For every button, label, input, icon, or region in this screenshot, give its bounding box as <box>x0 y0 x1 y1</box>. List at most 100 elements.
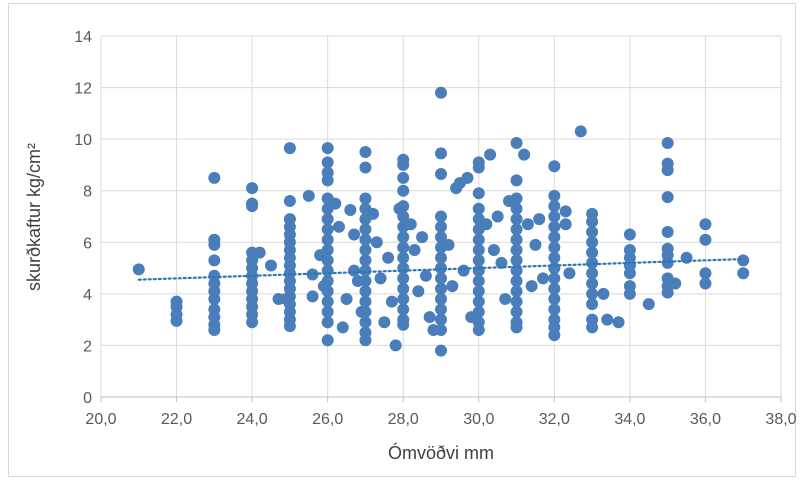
data-point <box>510 254 523 267</box>
data-point <box>529 238 542 251</box>
data-point <box>306 290 319 303</box>
data-point <box>283 195 296 208</box>
data-point <box>321 305 334 318</box>
x-tick-label: 20,0 <box>85 411 116 428</box>
data-point <box>359 254 372 267</box>
data-point <box>586 215 599 228</box>
data-point <box>370 236 383 249</box>
data-point <box>416 231 429 244</box>
data-point <box>491 210 504 223</box>
data-point <box>472 305 485 318</box>
x-tick-label: 24,0 <box>237 411 268 428</box>
data-point <box>559 218 572 231</box>
data-point <box>419 269 432 282</box>
data-point <box>412 285 425 298</box>
data-point <box>472 254 485 267</box>
data-point <box>397 303 410 316</box>
data-point <box>359 244 372 257</box>
data-point <box>510 137 523 150</box>
data-point <box>559 205 572 218</box>
data-point <box>435 231 447 244</box>
data-point <box>397 282 410 295</box>
data-point <box>435 251 447 264</box>
data-point <box>548 262 561 275</box>
data-point <box>548 220 561 233</box>
axes <box>100 396 782 402</box>
data-point <box>510 192 523 205</box>
data-point <box>246 316 259 329</box>
data-point <box>321 142 334 155</box>
data-point <box>548 241 561 254</box>
data-point <box>442 238 455 251</box>
data-point <box>510 244 523 257</box>
data-point <box>548 210 561 223</box>
data-point <box>548 200 561 213</box>
data-point <box>586 225 599 238</box>
data-point <box>586 267 599 280</box>
data-point <box>389 339 402 352</box>
data-point <box>586 256 599 269</box>
data-point <box>397 171 410 184</box>
data-point <box>510 321 523 334</box>
data-point <box>397 184 410 197</box>
data-point <box>661 256 674 269</box>
x-axis-title: Ómvöðvi mm <box>388 442 494 463</box>
data-point <box>321 274 334 287</box>
data-point <box>525 280 538 293</box>
trendline-layer <box>137 257 745 281</box>
data-point <box>246 200 259 213</box>
data-point <box>533 213 546 226</box>
data-point <box>423 311 436 324</box>
data-point <box>359 285 372 298</box>
data-point <box>472 161 485 174</box>
x-tick-label: 22,0 <box>161 411 192 428</box>
data-point <box>435 147 447 160</box>
data-point <box>435 293 447 306</box>
data-point <box>435 86 447 99</box>
data-point <box>623 287 636 300</box>
data-point <box>333 220 345 233</box>
data-point <box>359 146 372 159</box>
x-tick-label: 34,0 <box>614 411 645 428</box>
x-tick-label: 26,0 <box>312 411 343 428</box>
data-point <box>623 267 636 280</box>
data-point <box>367 207 379 220</box>
data-point <box>461 171 474 184</box>
data-point <box>642 298 655 311</box>
data-point <box>510 223 523 236</box>
data-point <box>446 280 459 293</box>
data-point <box>435 220 447 233</box>
y-tick-label: 6 <box>83 235 92 252</box>
x-tick-label: 38,0 <box>765 411 796 428</box>
data-point <box>661 225 674 238</box>
data-point <box>586 321 599 334</box>
data-point <box>208 171 221 184</box>
data-point <box>321 285 334 298</box>
data-point <box>623 228 636 241</box>
data-point <box>435 282 447 295</box>
data-point <box>597 287 610 300</box>
data-point <box>397 293 410 306</box>
data-point <box>435 303 447 316</box>
data-point <box>397 231 410 244</box>
data-point <box>472 202 485 215</box>
data-point <box>737 254 750 267</box>
data-point <box>574 125 587 138</box>
data-point <box>472 264 485 277</box>
data-point <box>382 251 395 264</box>
data-point <box>321 244 334 257</box>
data-point <box>404 218 417 231</box>
data-point <box>283 320 296 333</box>
tick-labels: 20,0 22,0 24,0 26,0 28,0 30,0 32,0 34,0 36,0 38,0… <box>74 29 796 428</box>
y-tick-label: 0 <box>83 390 92 407</box>
data-point <box>397 200 410 213</box>
data-point <box>336 321 349 334</box>
data-point <box>397 158 410 171</box>
data-point <box>680 251 693 264</box>
data-point <box>548 189 561 202</box>
data-point <box>359 305 372 318</box>
data-point <box>321 264 334 277</box>
data-point <box>510 213 523 226</box>
scatter-chart: 20,0 22,0 24,0 26,0 28,0 30,0 32,0 34,0 36,0 38,0… <box>24 29 797 463</box>
data-point <box>548 272 561 285</box>
